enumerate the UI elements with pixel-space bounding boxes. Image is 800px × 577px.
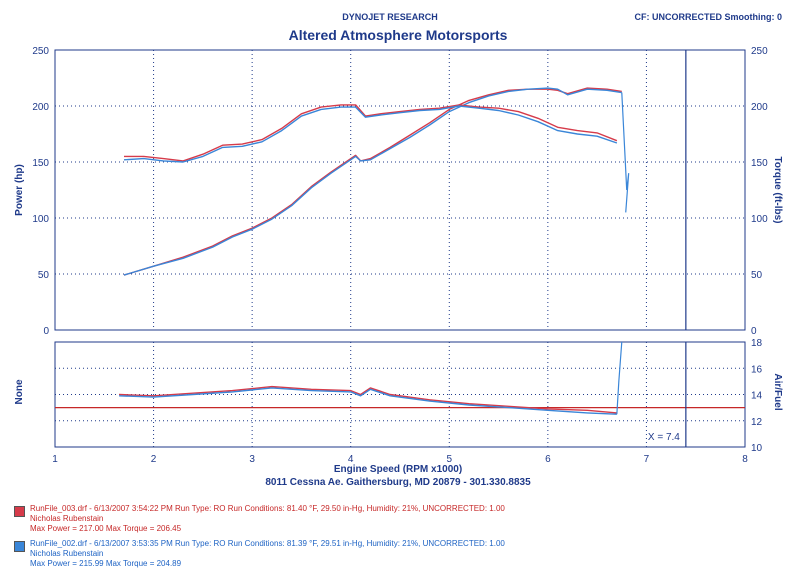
y-tick-label: 150 bbox=[32, 158, 49, 169]
x-tick-label: 8 bbox=[742, 454, 748, 465]
y2-tick-label: 50 bbox=[751, 270, 763, 281]
y2-axis-label-torque: Torque (ft-lbs) bbox=[772, 156, 783, 223]
y-axis-label-none: None bbox=[14, 379, 25, 404]
y2-tick-label: 250 bbox=[751, 46, 768, 57]
y2-tick-label: 200 bbox=[751, 102, 768, 113]
y2-tick-label: 100 bbox=[751, 214, 768, 225]
x-tick-label: 1 bbox=[52, 454, 58, 465]
run-swatch-blue bbox=[14, 541, 25, 552]
power-line-red bbox=[123, 87, 622, 276]
run-1-info: RunFile_003.drf - 6/13/2007 3:54:22 PM R… bbox=[30, 504, 505, 513]
chart-title: Altered Atmosphere Motorsports bbox=[289, 27, 508, 43]
run-2-operator: Nicholas Rubenstain bbox=[30, 549, 104, 558]
x-axis-label: Engine Speed (RPM x1000) bbox=[334, 464, 462, 475]
airfuel-line-blue bbox=[119, 387, 617, 415]
power-line-blue bbox=[123, 87, 622, 276]
x-tick-label: 4 bbox=[348, 454, 354, 465]
air-fuel-panel: 10 12 14 16 18 X = 7.4 bbox=[54, 338, 763, 454]
y-tick-label: 200 bbox=[32, 102, 49, 113]
y-tick-label: 250 bbox=[32, 46, 49, 57]
y-tick-label: 100 bbox=[32, 214, 49, 225]
y2-axis-label-airfuel: Air/Fuel bbox=[772, 373, 783, 410]
x-tick-label: 5 bbox=[447, 454, 453, 465]
run-2-max: Max Power = 215.99 Max Torque = 204.89 bbox=[30, 559, 182, 568]
y-tick-label: 0 bbox=[43, 326, 49, 337]
y2-tick-label: 12 bbox=[751, 417, 763, 428]
x-tick-label: 6 bbox=[545, 454, 551, 465]
power-line-tail-blue bbox=[621, 92, 630, 213]
y2-tick-label: 10 bbox=[751, 443, 763, 454]
x-tick-label: 7 bbox=[644, 454, 650, 465]
y2-tick-label: 150 bbox=[751, 158, 768, 169]
y2-tick-label: 16 bbox=[751, 364, 763, 375]
cursor-annotation: X = 7.4 bbox=[648, 432, 680, 443]
airfuel-line-red bbox=[119, 385, 617, 414]
run-swatch-red bbox=[14, 506, 25, 517]
run-2-info: RunFile_002.drf - 6/13/2007 3:53:35 PM R… bbox=[30, 539, 505, 548]
power-torque-panel: 0 0 50 50 100 100 150 150 200 200 250 250 bbox=[32, 46, 768, 337]
torque-line-blue bbox=[123, 105, 618, 163]
x-tick-label: 3 bbox=[249, 454, 255, 465]
airfuel-spike-blue bbox=[616, 341, 623, 415]
y2-tick-label: 14 bbox=[751, 391, 763, 402]
y-tick-label: 50 bbox=[38, 270, 50, 281]
y2-tick-label: 18 bbox=[751, 338, 763, 349]
address-label: 8011 Cessna Ae. Gaithersburg, MD 20879 -… bbox=[265, 477, 531, 488]
plot-frame bbox=[54, 49, 746, 331]
run-1-operator: Nicholas Rubenstain bbox=[30, 514, 104, 523]
run-1-max: Max Power = 217.00 Max Torque = 206.45 bbox=[30, 524, 182, 533]
x-axis: 1 2 3 4 5 6 7 8 bbox=[52, 454, 748, 465]
torque-line-red bbox=[124, 104, 618, 162]
y2-tick-label: 0 bbox=[751, 326, 757, 337]
x-tick-label: 2 bbox=[151, 454, 157, 465]
y-axis-label-power: Power (hp) bbox=[14, 164, 25, 216]
correction-label: CF: UNCORRECTED Smoothing: 0 bbox=[635, 12, 783, 22]
brand-label: DYNOJET RESEARCH bbox=[342, 12, 438, 22]
